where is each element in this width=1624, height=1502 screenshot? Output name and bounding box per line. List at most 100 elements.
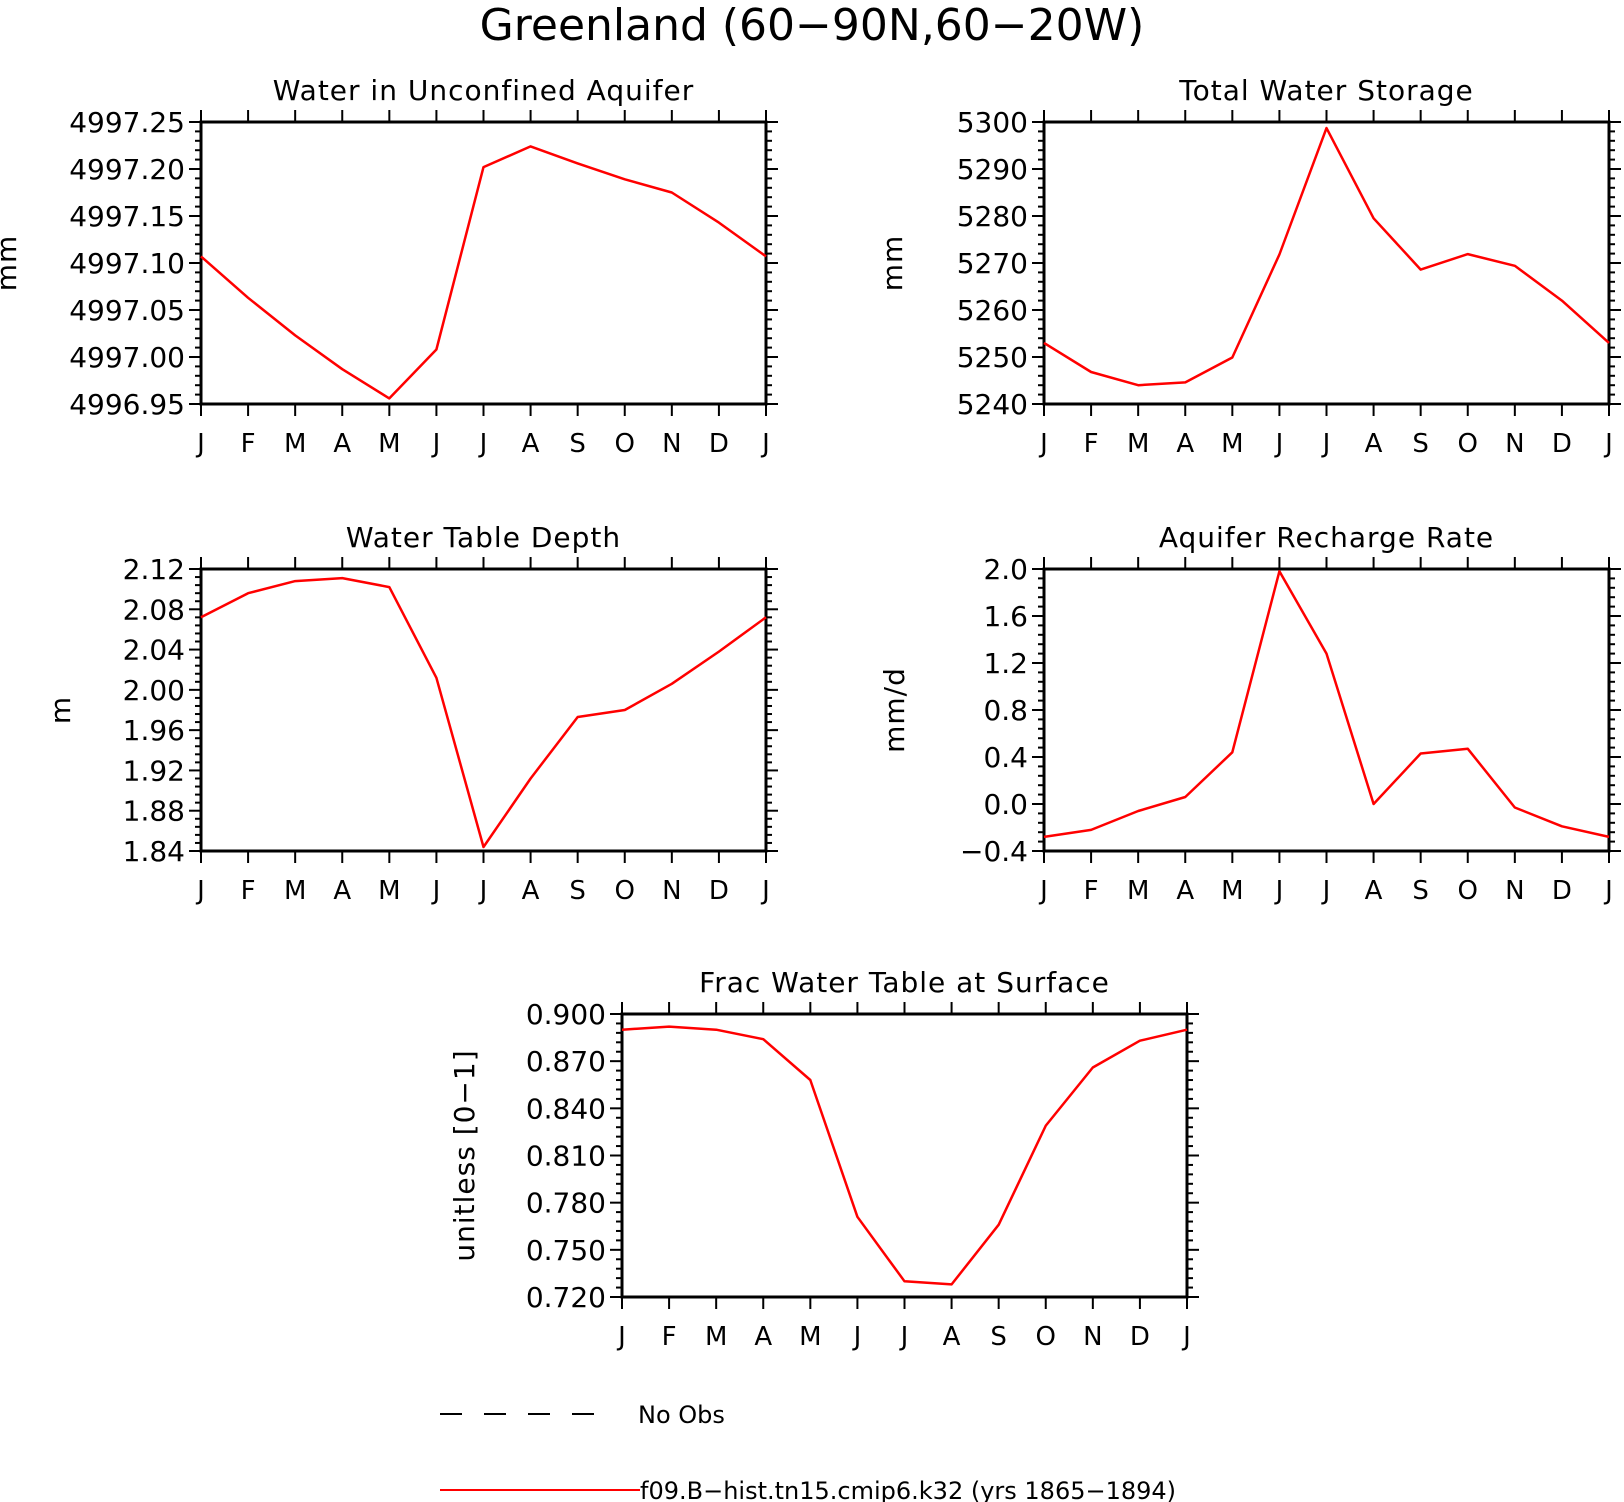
x-tick-label: F: [1084, 429, 1099, 459]
x-tick-label: S: [1412, 876, 1429, 906]
x-tick-label: J: [1274, 429, 1284, 459]
x-tick-label: A: [754, 1322, 772, 1352]
x-tick-label: J: [1038, 876, 1048, 906]
x-tick-label: O: [615, 876, 635, 906]
x-tick-label: J: [431, 876, 441, 906]
x-tick-label: D: [1130, 1322, 1150, 1352]
chart-title: Water Table Depth: [346, 521, 621, 554]
x-tick-label: A: [943, 1322, 961, 1352]
y-tick-label: 5260: [957, 294, 1028, 327]
y-tick-label: 4996.95: [69, 388, 185, 421]
x-tick-label: M: [378, 429, 400, 459]
chart-title: Total Water Storage: [1178, 74, 1474, 107]
y-tick-label: 5270: [957, 247, 1028, 280]
x-tick-label: S: [990, 1322, 1007, 1352]
x-tick-label: J: [899, 1322, 909, 1352]
y-tick-label: 2.12: [123, 553, 185, 586]
y-tick-label: 4997.00: [69, 341, 185, 374]
x-tick-label: J: [1038, 429, 1048, 459]
y-tick-label: 0.8: [983, 694, 1028, 727]
x-tick-label: O: [1458, 429, 1478, 459]
series-line-1: [1043, 570, 1610, 839]
chart-title: Aquifer Recharge Rate: [1159, 521, 1494, 554]
chart-title: Frac Water Table at Surface: [699, 966, 1110, 999]
x-tick-label: A: [333, 429, 351, 459]
y-tick-label: 4997.25: [69, 106, 185, 139]
x-tick-label: D: [709, 429, 729, 459]
x-tick-label: A: [1176, 876, 1194, 906]
y-tick-label: 1.92: [123, 754, 185, 787]
x-tick-label: F: [241, 876, 256, 906]
y-tick-label: 0.900: [526, 998, 606, 1031]
x-tick-label: D: [1552, 429, 1572, 459]
x-tick-label: A: [522, 876, 540, 906]
x-tick-label: M: [705, 1322, 727, 1352]
series-line-1: [621, 1025, 1188, 1286]
x-tick-label: S: [569, 429, 586, 459]
x-tick-label: J: [195, 429, 205, 459]
y-axis-label: mm/d: [878, 667, 911, 753]
y-tick-label: 2.04: [123, 634, 185, 667]
plot-frame: [199, 567, 768, 853]
y-tick-label: 0.780: [526, 1187, 606, 1220]
x-tick-label: D: [1552, 876, 1572, 906]
x-tick-label: J: [1603, 876, 1613, 906]
x-tick-label: M: [1221, 876, 1243, 906]
x-tick-label: S: [569, 876, 586, 906]
y-tick-label: 2.0: [983, 553, 1028, 586]
x-tick-label: J: [852, 1322, 862, 1352]
y-tick-label: 5300: [957, 106, 1028, 139]
series-line-1: [1043, 126, 1610, 387]
y-tick-label: 0.810: [526, 1140, 606, 1173]
x-tick-label: F: [1084, 876, 1099, 906]
y-tick-label: 5280: [957, 200, 1028, 233]
x-tick-label: J: [760, 876, 770, 906]
y-tick-label: 4997.05: [69, 294, 185, 327]
x-tick-label: F: [241, 429, 256, 459]
x-tick-label: J: [760, 429, 770, 459]
y-tick-label: 2.08: [123, 593, 185, 626]
y-tick-label: −0.4: [960, 835, 1028, 868]
x-tick-label: J: [1274, 876, 1284, 906]
y-tick-label: 0.720: [526, 1281, 606, 1314]
y-axis-label: mm: [876, 235, 909, 292]
y-tick-label: 0.750: [526, 1234, 606, 1267]
x-tick-label: N: [1083, 1322, 1102, 1352]
x-tick-label: N: [662, 429, 681, 459]
x-tick-label: J: [195, 876, 205, 906]
x-tick-label: J: [478, 429, 488, 459]
plot-frame: [1042, 567, 1611, 853]
x-tick-label: N: [662, 876, 681, 906]
plot-frame: [199, 120, 768, 406]
legend-model-label: f09.B−hist.tn15.cmip6.k32 (yrs 1865−1894…: [640, 1477, 1176, 1502]
y-tick-label: 4997.10: [69, 247, 185, 280]
x-tick-label: O: [615, 429, 635, 459]
legend: No Obs f09.B−hist.tn15.cmip6.k32 (yrs 18…: [440, 1401, 1176, 1502]
x-tick-label: M: [1221, 429, 1243, 459]
plot-frame: [620, 1012, 1189, 1299]
x-tick-label: M: [378, 876, 400, 906]
y-tick-label: 5240: [957, 388, 1028, 421]
x-tick-label: M: [284, 429, 306, 459]
y-axis-label: mm: [0, 235, 23, 292]
y-tick-label: 0.840: [526, 1092, 606, 1125]
x-tick-label: O: [1458, 876, 1478, 906]
y-tick-label: 5290: [957, 153, 1028, 186]
x-tick-label: J: [1603, 429, 1613, 459]
series-line-1: [200, 145, 767, 400]
y-tick-label: 0.870: [526, 1045, 606, 1078]
plot-frame: [1042, 120, 1611, 406]
x-tick-label: J: [1321, 429, 1331, 459]
x-tick-label: A: [1176, 429, 1194, 459]
x-tick-label: N: [1505, 429, 1524, 459]
y-tick-label: 1.84: [123, 835, 185, 868]
y-axis-label: unitless [0−1]: [448, 1049, 481, 1261]
y-tick-label: 1.2: [983, 647, 1028, 680]
x-tick-label: J: [431, 429, 441, 459]
